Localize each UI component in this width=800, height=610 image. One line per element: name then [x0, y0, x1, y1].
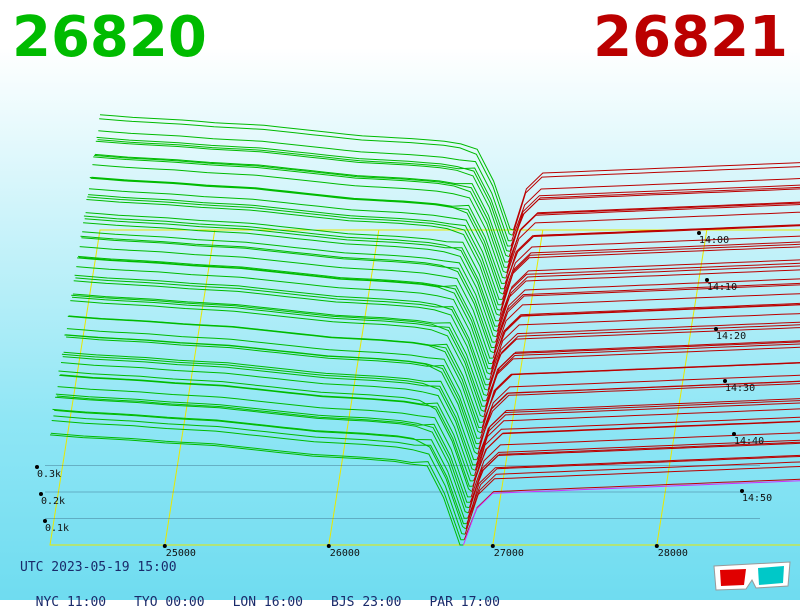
ask-depth-line — [496, 274, 800, 342]
y-tick-label: 0.1k — [45, 523, 69, 534]
bid-depth-line — [81, 238, 494, 348]
y-tick-label: 0.2k — [41, 496, 65, 507]
bid-depth-line — [90, 178, 503, 295]
tz-par: PAR 17:00 — [429, 595, 499, 610]
bid-depth-line — [88, 195, 501, 305]
bid-depth-line — [73, 294, 486, 401]
bid-depth-line — [64, 335, 477, 454]
time-tick-label: 14:00 — [699, 235, 729, 246]
utc-time: UTC 2023-05-19 15:00 — [20, 560, 177, 575]
bid-depth-line — [64, 352, 477, 459]
bid-depth-line — [53, 416, 466, 524]
tz-lon: LON 16:00 — [233, 595, 303, 610]
tz-bjs: BJS 23:00 — [331, 595, 401, 610]
price-gridline — [165, 230, 215, 545]
ask-depth-line — [502, 237, 800, 305]
timezone-row: NYC 11:00 TYO 00:00 LON 16:00 BJS 23:00 PAR … — [20, 580, 528, 610]
x-tick-label: 25000 — [166, 548, 196, 559]
ask-depth-line — [481, 359, 800, 433]
ask-depth-line — [463, 477, 800, 545]
tz-nyc: NYC 11:00 — [36, 595, 106, 610]
x-tick-label: 26000 — [330, 548, 360, 559]
tz-tyo: TYO 00:00 — [134, 595, 204, 610]
bid-depth-line — [54, 410, 467, 518]
time-tick-label: 14:30 — [725, 383, 755, 394]
ask-depth-line — [464, 476, 800, 540]
ask-depth-line — [497, 265, 800, 337]
bid-depth-line — [63, 357, 476, 465]
time-tick-label: 14:20 — [716, 331, 746, 342]
price-gridline — [493, 230, 543, 545]
ask-depth-line — [491, 300, 800, 374]
time-tick-label: 14:10 — [707, 282, 737, 293]
ask-depth-line — [472, 413, 800, 491]
bid-depth-line — [53, 409, 466, 529]
ask-depth-line — [475, 397, 800, 471]
bid-depth-line — [93, 157, 506, 273]
x-tick-label: 27000 — [494, 548, 524, 559]
floor-grid — [50, 230, 800, 545]
y-tick-label: 0.3k — [37, 469, 61, 480]
bid-depth-line — [51, 433, 464, 539]
bid-depth-line — [82, 232, 495, 342]
x-tick-label: 28000 — [658, 548, 688, 559]
time-tick-label: 14:40 — [734, 436, 764, 447]
time-tick-label: 14:50 — [742, 493, 772, 504]
3d-glasses-icon[interactable] — [712, 556, 792, 596]
bid-depth-line — [59, 375, 472, 486]
ask-depth-line — [484, 343, 800, 417]
bid-depth-line — [50, 435, 463, 545]
bid-depth-line — [72, 297, 485, 406]
bid-depth-line — [67, 329, 480, 439]
